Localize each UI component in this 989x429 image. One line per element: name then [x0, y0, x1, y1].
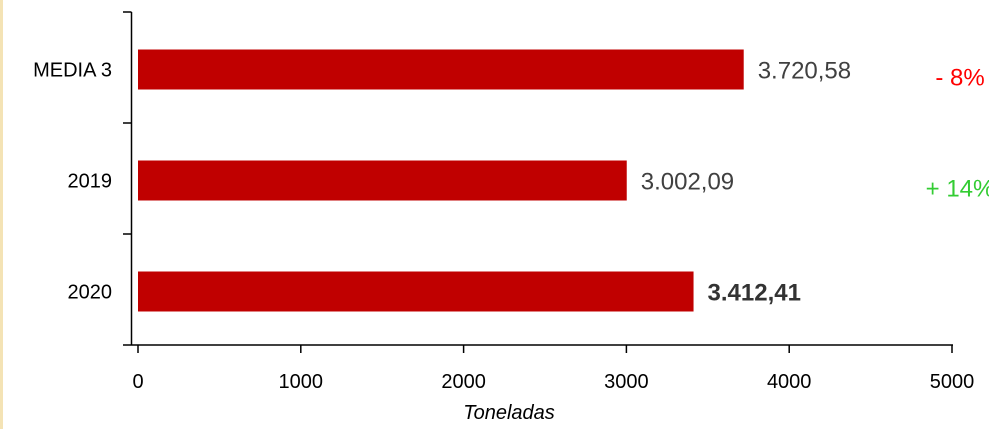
x-tick-label: 3000 — [604, 371, 649, 393]
value-label: 3.002,09 — [641, 169, 734, 196]
chart-bars — [138, 49, 744, 312]
x-tick-label: 4000 — [767, 371, 812, 393]
bar — [138, 49, 744, 90]
value-label: 3.720,58 — [758, 58, 851, 85]
chart-axes: 0 1000 2000 3000 4000 5000 — [123, 11, 975, 393]
change-annotation: - 8% — [935, 65, 984, 92]
x-tick-label: 5000 — [930, 371, 975, 393]
x-tick-label: 2000 — [441, 371, 486, 393]
change-annotation: + 14% — [926, 176, 989, 203]
category-label: MEDIA 3 — [33, 60, 112, 82]
x-tick-label: 1000 — [279, 371, 324, 393]
category-label: 2020 — [68, 282, 113, 304]
value-label: 3.412,41 — [708, 280, 801, 307]
bar — [138, 271, 694, 312]
x-tick-label: 0 — [132, 371, 143, 393]
category-label: 2019 — [68, 171, 113, 193]
bar — [138, 160, 627, 201]
chart-labels: MEDIA 3 3.720,58 - 8% 2019 3.002,09 + 14% 2020… — [33, 58, 989, 307]
x-axis-label: Toneladas — [463, 402, 555, 424]
left-border-decoration — [0, 0, 3, 429]
